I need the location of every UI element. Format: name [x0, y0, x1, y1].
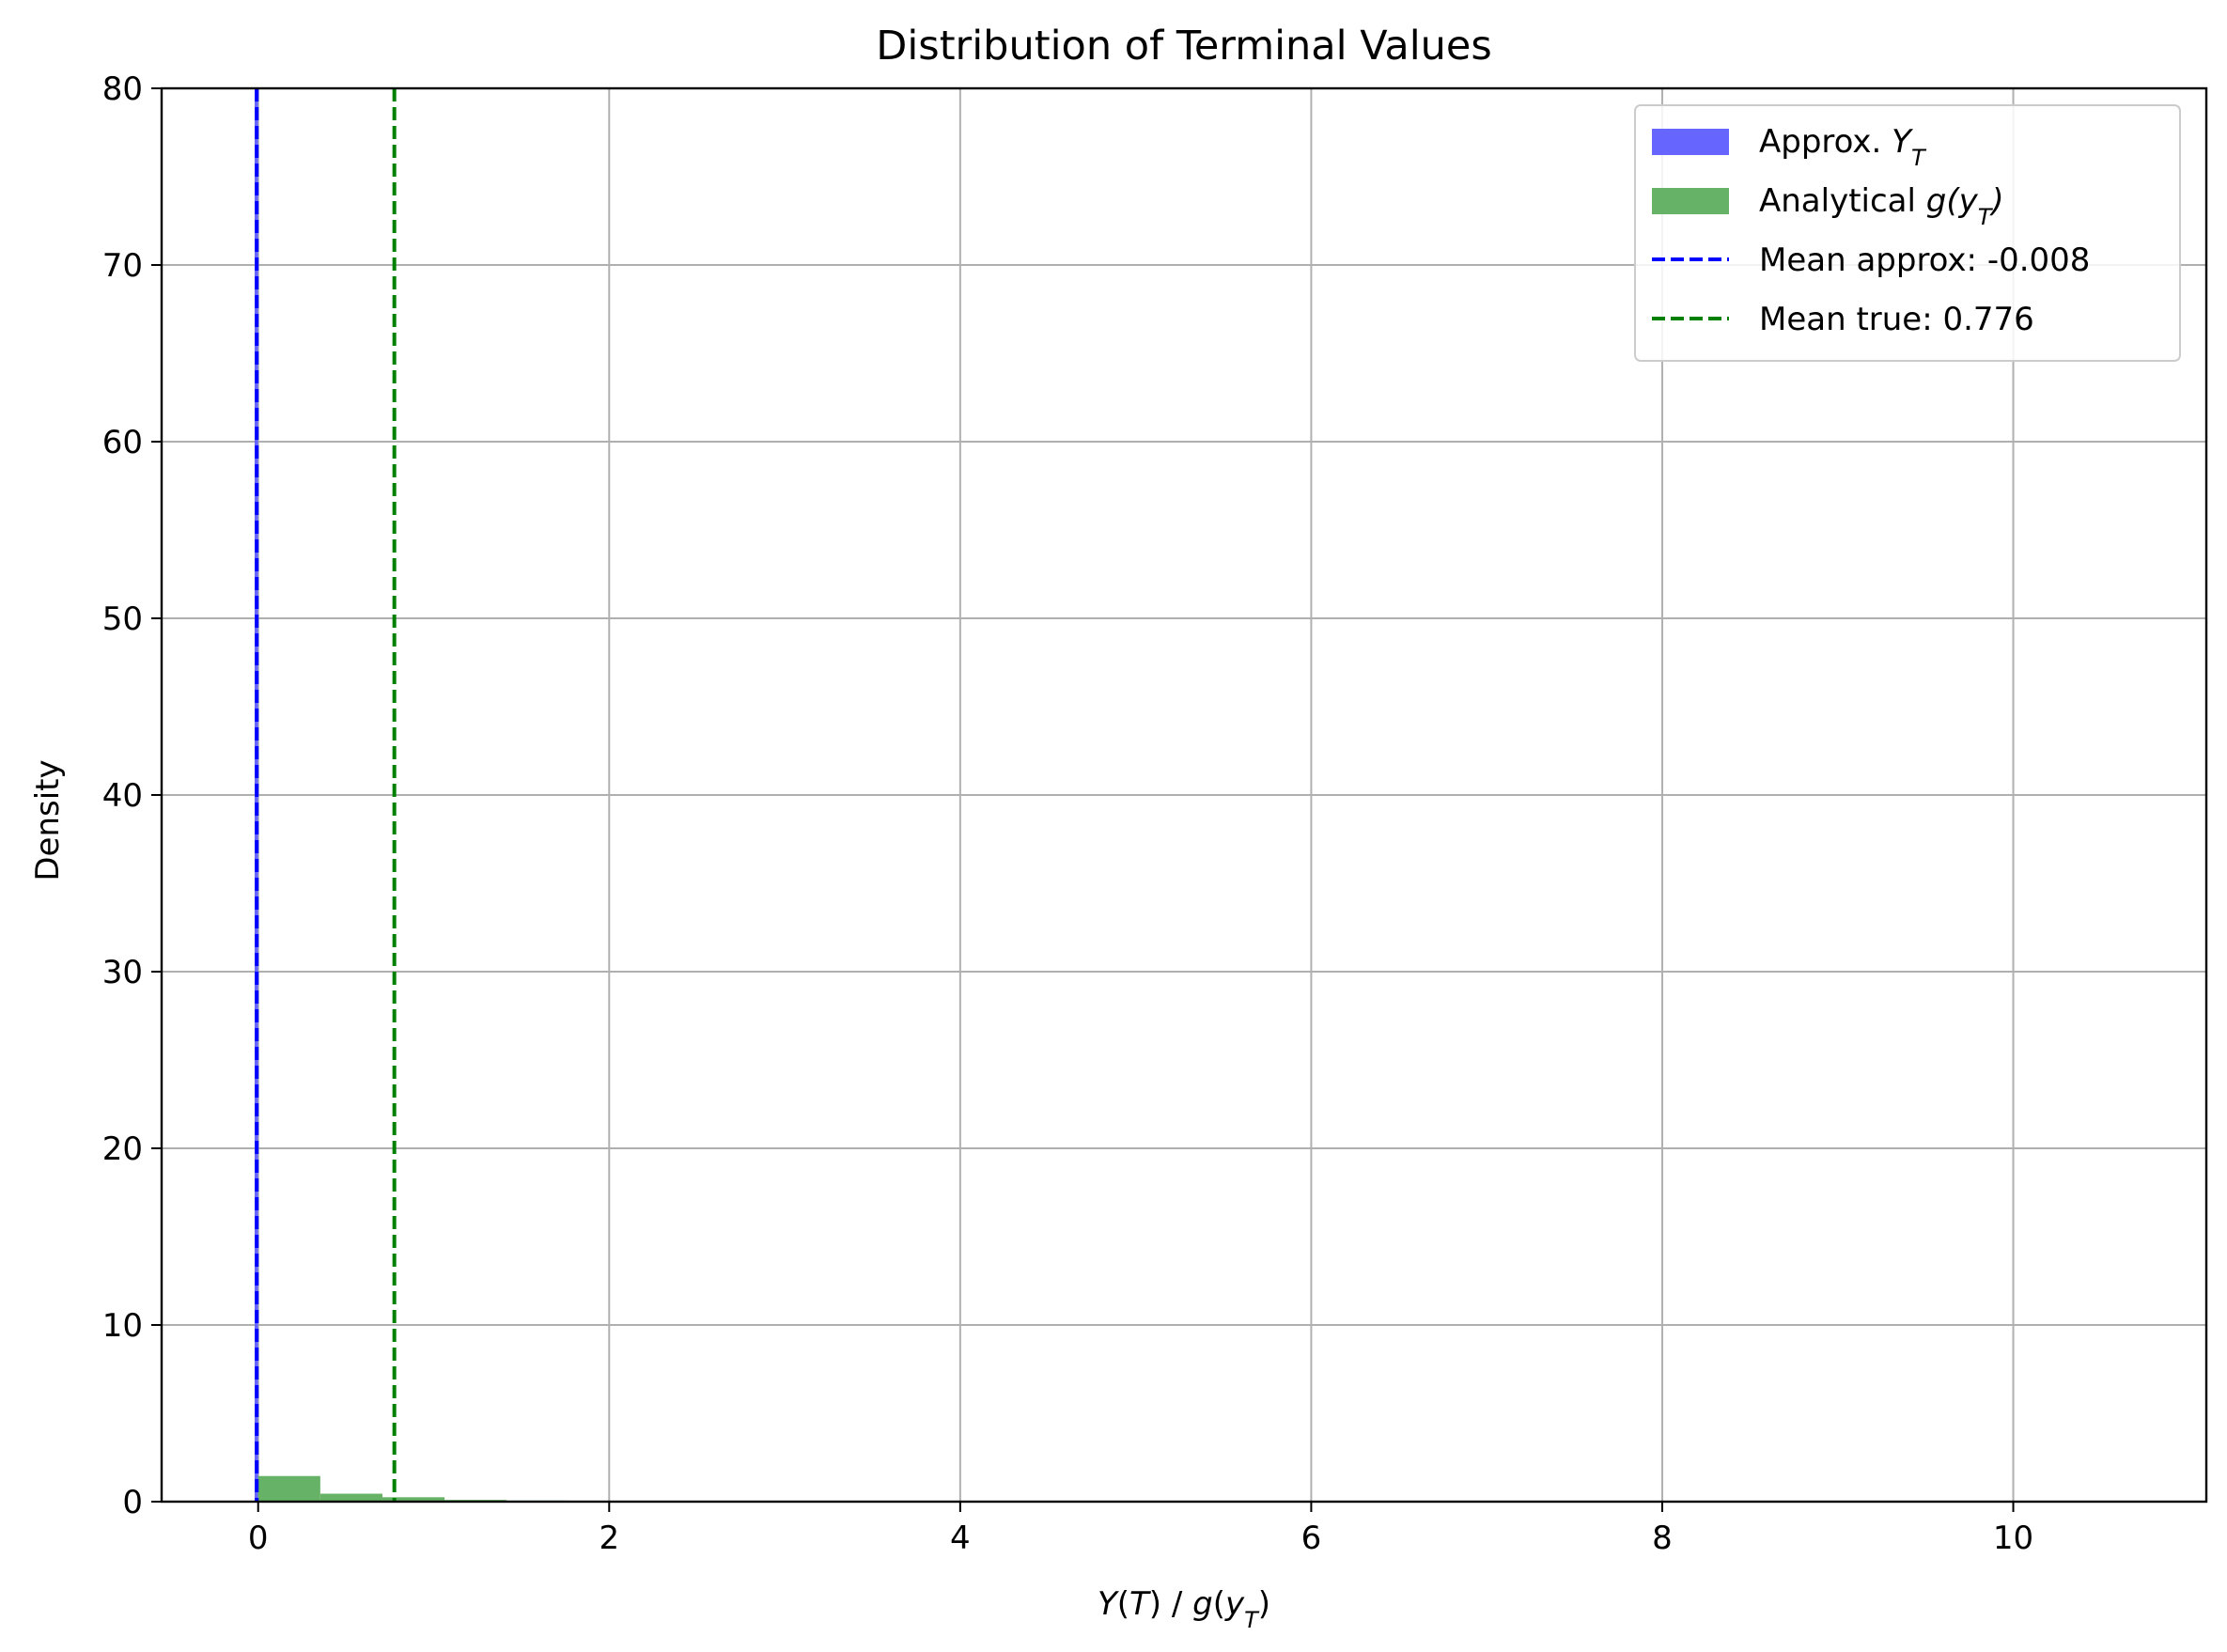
y-tick-label: 80: [102, 70, 143, 108]
histogram-bar: [382, 1497, 445, 1502]
y-axis-label: Density: [29, 759, 67, 881]
histogram-bar: [257, 1475, 320, 1502]
legend-swatch: [1652, 188, 1729, 214]
legend-label: Analytical g(yT): [1759, 182, 2004, 230]
x-tick-label: 10: [1993, 1520, 2033, 1557]
y-tick-label: 0: [122, 1484, 143, 1521]
x-tick-label: 4: [950, 1520, 971, 1557]
y-tick-label: 20: [102, 1130, 143, 1168]
y-tick-label: 50: [102, 600, 143, 638]
y-tick-label: 30: [102, 954, 143, 991]
x-tick-label: 6: [1301, 1520, 1322, 1557]
y-tick-label: 60: [102, 424, 143, 461]
legend-label: Approx. YT: [1759, 123, 1927, 171]
legend-label: Mean true: 0.776: [1759, 301, 2034, 338]
legend-label: Mean approx: -0.008: [1759, 242, 2090, 279]
histogram-bar: [319, 1493, 382, 1502]
legend-swatch: [1652, 129, 1729, 155]
legend: Approx. YT Analytical g(yT) Mean approx: -…: [1634, 104, 2181, 362]
x-tick-label: 8: [1652, 1520, 1673, 1557]
legend-box: [1634, 104, 2181, 362]
y-tick-label: 10: [102, 1307, 143, 1345]
axis-ticks: 0 2 4 6 8 10 0 10 20 30 40 50 60 70 80: [102, 70, 2033, 1557]
chart-title: Distribution of Terminal Values: [876, 23, 1492, 70]
mean-lines: [255, 88, 397, 1502]
y-tick-label: 40: [102, 777, 143, 815]
x-axis-label: Y(T) / g(yT): [1098, 1585, 1270, 1633]
y-tick-label: 70: [102, 247, 143, 285]
x-tick-label: 0: [248, 1520, 269, 1557]
x-tick-label: 2: [599, 1520, 619, 1557]
